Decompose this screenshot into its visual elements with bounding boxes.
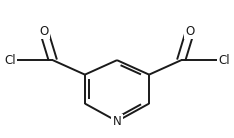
Text: Cl: Cl (218, 54, 230, 67)
Text: O: O (185, 25, 195, 38)
Text: O: O (39, 25, 49, 38)
Text: N: N (113, 115, 121, 128)
Text: Cl: Cl (4, 54, 16, 67)
